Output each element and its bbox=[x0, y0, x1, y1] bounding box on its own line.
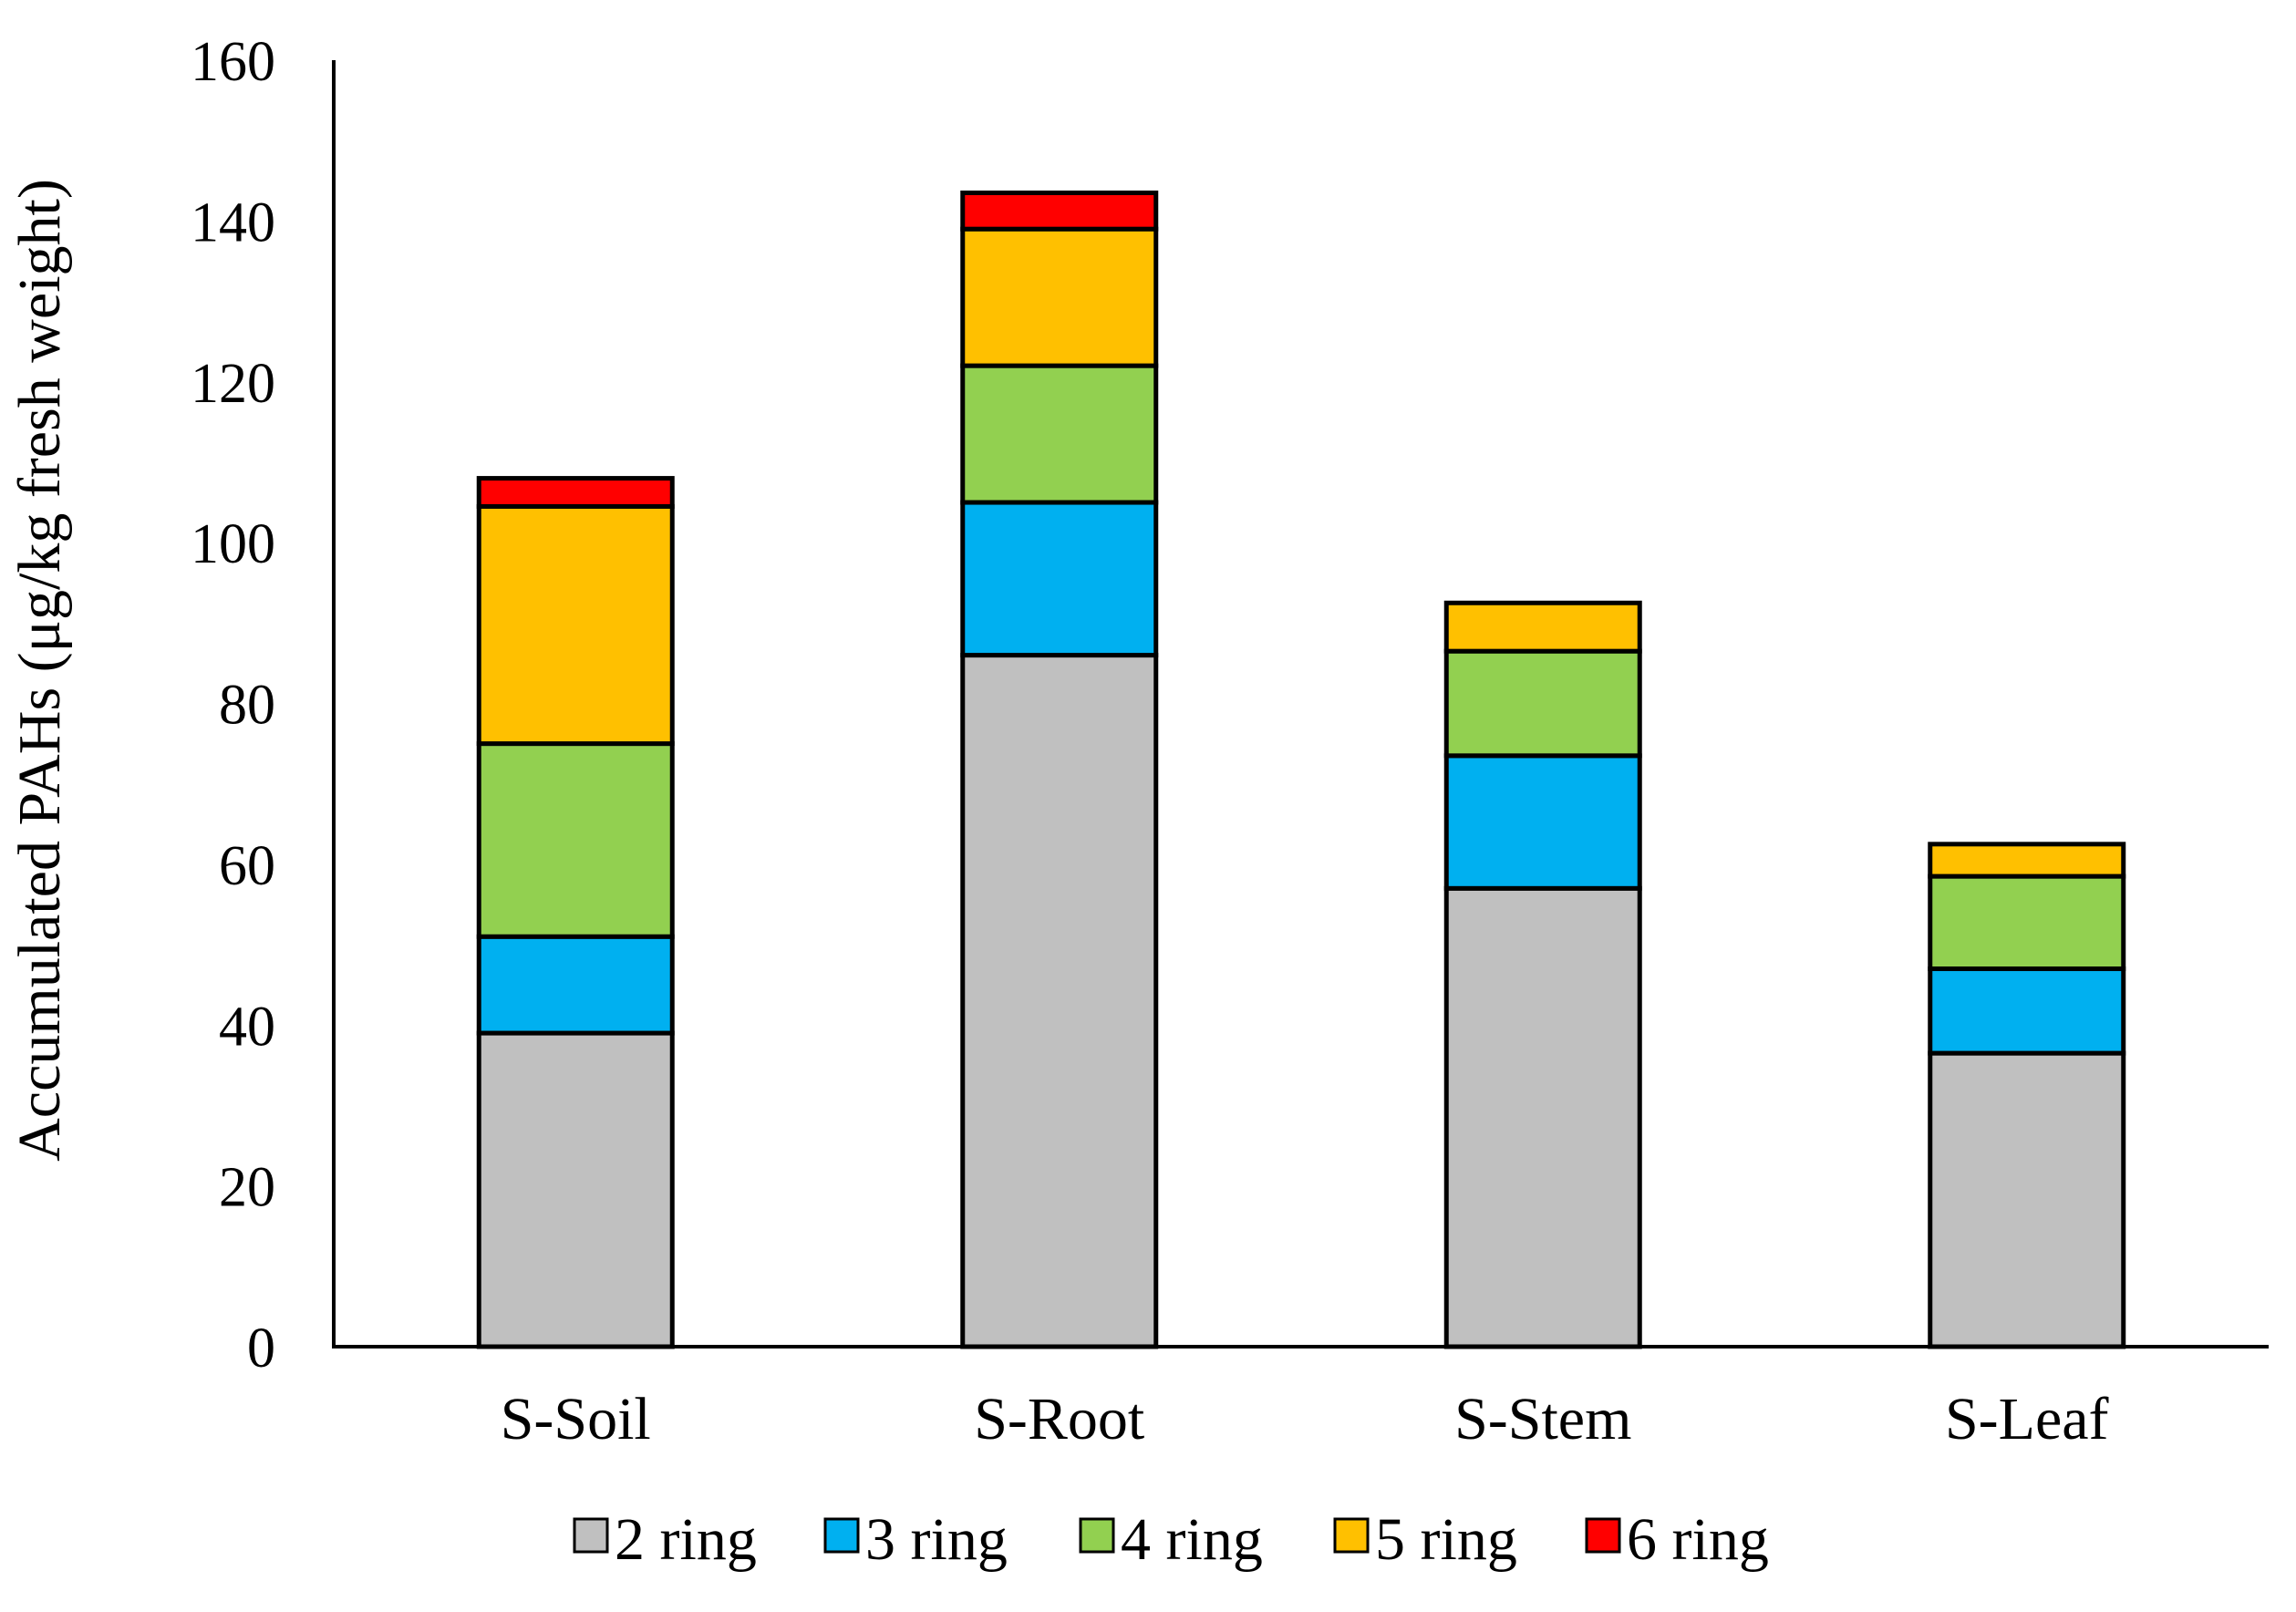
bar-segment-s-root-series-5 bbox=[960, 191, 1159, 232]
bar-segment-s-root-series-1 bbox=[960, 653, 1159, 1349]
y-tick-label: 40 bbox=[219, 996, 275, 1058]
bar-segment-s-leaf-series-2 bbox=[1928, 966, 2126, 1056]
legend-label: 2 ring bbox=[615, 1506, 757, 1573]
bar-segment-s-stem-series-2 bbox=[1443, 753, 1642, 891]
legend-label: 6 ring bbox=[1627, 1506, 1769, 1573]
bar-segment-s-stem-series-3 bbox=[1443, 648, 1642, 759]
legend-swatch bbox=[573, 1517, 609, 1554]
y-tick-label: 120 bbox=[191, 353, 275, 415]
y-tick-label: 160 bbox=[191, 31, 275, 93]
bar-segment-s-soil-series-4 bbox=[476, 503, 675, 747]
bar-segment-s-stem-series-1 bbox=[1443, 885, 1642, 1349]
y-tick-labels: 0 20 40 60 80 100 120 140 160 bbox=[191, 31, 275, 1380]
bar-segment-s-soil-series-5 bbox=[476, 476, 675, 509]
x-tick-label: S-Leaf bbox=[1945, 1386, 2109, 1452]
y-tick-label: 80 bbox=[219, 675, 275, 737]
bar-segment-s-leaf-series-1 bbox=[1928, 1050, 2126, 1349]
bar-segment-s-root-series-3 bbox=[960, 363, 1159, 505]
y-tick-label: 20 bbox=[219, 1157, 275, 1219]
bar-segment-s-soil-series-1 bbox=[476, 1030, 675, 1349]
x-tick-label: S-Root bbox=[974, 1386, 1144, 1452]
bar-segment-s-soil-series-3 bbox=[476, 741, 675, 939]
legend-swatch bbox=[823, 1517, 860, 1554]
axes-layer bbox=[332, 60, 2269, 1348]
y-tick-label: 60 bbox=[219, 835, 275, 897]
bar-segment-s-leaf-series-4 bbox=[1928, 842, 2126, 879]
legend-swatch bbox=[1585, 1517, 1621, 1554]
legend-label: 3 ring bbox=[865, 1506, 1008, 1573]
bar-segment-s-stem-series-4 bbox=[1443, 600, 1642, 654]
legend-swatch bbox=[1333, 1517, 1370, 1554]
bar-segment-s-soil-series-2 bbox=[476, 934, 675, 1036]
y-tick-label: 100 bbox=[191, 513, 275, 575]
legend-label: 5 ring bbox=[1375, 1506, 1517, 1573]
y-tick-label: 0 bbox=[247, 1318, 275, 1380]
x-tick-label: S-Soil bbox=[501, 1386, 651, 1452]
x-tick-label: S-Stem bbox=[1454, 1386, 1631, 1452]
bar-segment-s-root-series-4 bbox=[960, 226, 1159, 368]
legend-swatch bbox=[1079, 1517, 1115, 1554]
y-tick-label: 140 bbox=[191, 191, 275, 253]
legend-label: 4 ring bbox=[1121, 1506, 1263, 1573]
bar-segment-s-leaf-series-3 bbox=[1928, 873, 2126, 972]
bar-segment-s-root-series-2 bbox=[960, 500, 1159, 658]
bars-layer bbox=[476, 191, 2126, 1349]
y-axis-title: Accumulated PAHs (μg/kg fresh weight) bbox=[6, 179, 73, 1162]
legend: 2 ring 3 ring 4 ring 5 ring 6 ring bbox=[573, 1506, 1769, 1573]
x-tick-labels: S-Soil S-Root S-Stem S-Leaf bbox=[501, 1386, 2109, 1452]
